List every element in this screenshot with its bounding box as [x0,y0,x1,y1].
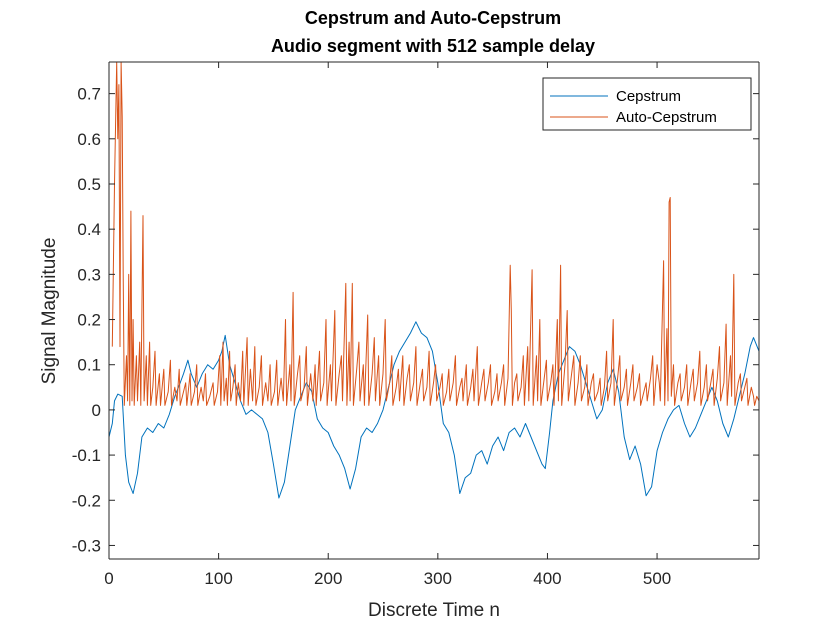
x-ticks: 0 100 200 300 400 500 [104,62,671,588]
y-axis-label: Signal Magnitude [39,238,60,385]
series-line-cepstrum [109,321,759,499]
y-tick-label: 0.6 [77,130,101,149]
legend-label-cepstrum: Cepstrum [616,88,681,105]
y-tick-label: -0.2 [72,491,101,510]
x-tick-label: 500 [643,569,671,588]
y-tick-label: 0.3 [77,265,101,284]
y-ticks: -0.3 -0.2 -0.1 0 0.1 0.2 0.3 0.4 0.5 0.6 0.7 [72,85,759,555]
legend: Cepstrum Auto-Cepstrum [542,77,752,131]
x-axis-label: Discrete Time n [368,600,500,621]
x-tick-label: 100 [204,569,232,588]
legend-box [542,77,752,131]
x-tick-label: 400 [533,569,561,588]
series-layer [109,62,759,499]
y-tick-label: -0.1 [72,446,101,465]
axes-frame [108,61,760,560]
y-tick-label: -0.3 [72,536,101,555]
y-tick-label: 0.5 [77,175,101,194]
y-tick-label: 0 [92,401,101,420]
x-tick-label: 200 [314,569,342,588]
x-tick-label: 0 [104,569,113,588]
y-tick-label: 0.1 [77,356,101,375]
chart-title: Cepstrum and Auto-Cepstrum [305,8,561,28]
plot-area [109,62,759,559]
x-tick-label: 300 [424,569,452,588]
series-line-auto-cepstrum [111,62,759,406]
y-tick-label: 0.4 [77,220,101,239]
chart-subtitle: Audio segment with 512 sample delay [271,36,595,56]
y-tick-label: 0.7 [77,85,101,104]
y-tick-label: 0.2 [77,311,101,330]
legend-label-auto-cepstrum: Auto-Cepstrum [616,109,717,126]
